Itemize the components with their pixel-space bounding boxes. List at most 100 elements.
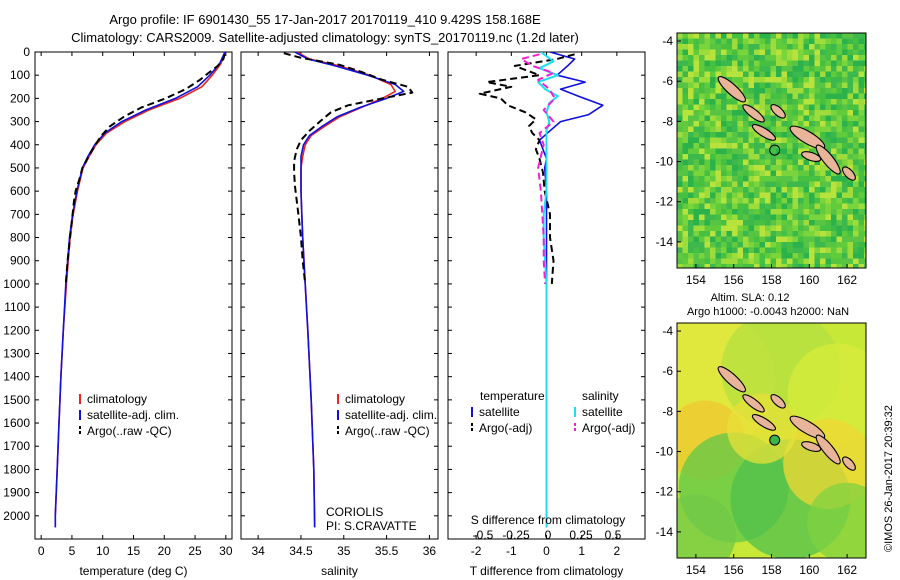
sst-cell	[726, 38, 733, 45]
sst-cell	[864, 159, 866, 166]
sst-cell	[814, 60, 821, 67]
sst-cell	[787, 225, 793, 232]
sst-cell	[710, 143, 716, 149]
sst-cell	[787, 77, 793, 83]
sst-cell	[710, 176, 716, 182]
sst-cell	[836, 33, 843, 39]
sst-cell	[792, 165, 799, 171]
sst-cell	[770, 236, 777, 243]
sst-cell	[699, 110, 705, 116]
sst-cell	[847, 220, 854, 226]
sst-cell	[836, 220, 843, 226]
sst-cell	[682, 88, 689, 94]
sst-cell	[825, 143, 832, 149]
sst-cell	[798, 44, 804, 50]
sst-cell	[704, 121, 711, 127]
sst-cell	[836, 236, 843, 243]
sst-cell	[787, 220, 793, 226]
sst-cell	[737, 192, 744, 199]
sst-cell	[864, 77, 866, 83]
sst-cell	[737, 264, 744, 268]
sst-cell	[765, 214, 771, 221]
sst-cell	[787, 38, 793, 45]
sst-cell	[770, 220, 777, 226]
sst-cell	[858, 137, 865, 144]
sst-cell	[748, 258, 755, 265]
sst-cell	[688, 154, 694, 160]
sst-cell	[737, 154, 744, 160]
sst-cell	[743, 209, 749, 215]
sla-map-subtitle: Argo h1000: -0.0043 h2000: NaN	[687, 306, 849, 318]
sst-cell	[748, 170, 755, 177]
sst-cell	[798, 181, 804, 188]
sst-cell	[836, 143, 843, 149]
sla-ytick-label: -14	[656, 525, 674, 539]
sst-cell	[715, 203, 722, 210]
sst-cell	[710, 77, 716, 83]
sst-cell	[754, 220, 760, 226]
sst-cell	[710, 44, 716, 50]
sst-cell	[732, 264, 738, 268]
sst-cell	[820, 104, 826, 111]
sst-cell	[704, 93, 711, 100]
sst-cell	[743, 258, 749, 265]
sst-cell	[842, 104, 848, 111]
sst-cell	[759, 44, 766, 50]
sst-cell	[814, 71, 821, 78]
sst-cell	[715, 60, 722, 67]
sst-cell	[759, 176, 766, 182]
sst-cell	[732, 99, 738, 105]
sst-cell	[836, 44, 843, 50]
sst-cell	[803, 258, 810, 265]
sst-cell	[770, 77, 777, 83]
sst-cell	[699, 137, 705, 144]
difference-series-s_argo	[520, 53, 556, 284]
sst-cell	[825, 192, 832, 199]
sst-cell	[682, 154, 689, 160]
sst-cell	[743, 77, 749, 83]
sst-cell	[726, 93, 733, 100]
sst-cell	[710, 33, 716, 39]
sst-cell	[858, 93, 865, 100]
sst-cell	[792, 170, 799, 177]
sst-cell	[726, 187, 733, 193]
sst-cell	[825, 88, 832, 94]
sst-cell	[776, 170, 782, 177]
sst-cell	[792, 99, 799, 105]
sst-cell	[831, 148, 837, 155]
sst-cell	[842, 82, 848, 89]
sst-cell	[803, 44, 810, 50]
sst-cell	[715, 99, 722, 105]
sst-cell	[776, 44, 782, 50]
sst-cell	[787, 154, 793, 160]
sst-cell	[831, 209, 837, 215]
sst-cell	[792, 77, 799, 83]
sst-cell	[781, 99, 788, 105]
sst-cell	[787, 159, 793, 166]
sst-cell	[715, 154, 722, 160]
sst-cell	[781, 242, 788, 248]
sst-cell	[798, 170, 804, 177]
sst-cell	[710, 165, 716, 171]
sst-cell	[754, 154, 760, 160]
sst-cell	[776, 220, 782, 226]
sst-cell	[847, 55, 854, 61]
sst-cell	[781, 203, 788, 210]
sst-cell	[809, 148, 815, 155]
sst-cell	[809, 159, 815, 166]
sst-cell	[743, 242, 749, 248]
sst-cell	[847, 44, 854, 50]
sst-cell	[732, 49, 738, 56]
sst-cell	[721, 104, 727, 111]
sst-cell	[825, 55, 832, 61]
sst-cell	[825, 176, 832, 182]
sst-cell	[836, 253, 843, 259]
sst-cell	[836, 159, 843, 166]
sst-cell	[858, 154, 865, 160]
sst-cell	[677, 143, 683, 149]
sst-cell	[831, 132, 837, 138]
sst-cell	[743, 220, 749, 226]
sst-cell	[699, 203, 705, 210]
sst-cell	[710, 93, 716, 100]
sst-cell	[787, 44, 793, 50]
